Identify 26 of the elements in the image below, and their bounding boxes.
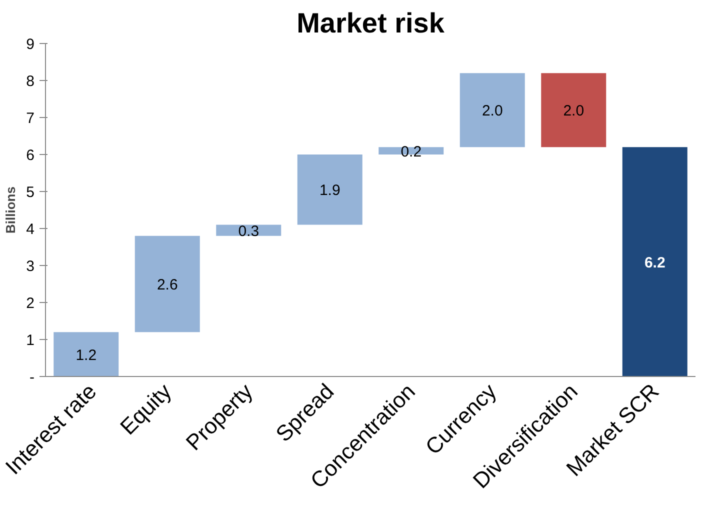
data-label: 6.2 — [644, 254, 666, 272]
y-tick-label: 2 — [26, 295, 34, 312]
y-tick-label: 6 — [26, 147, 34, 164]
y-tick-label: 5 — [26, 184, 34, 201]
y-tick-label: 9 — [26, 36, 34, 53]
data-label: 2.0 — [563, 102, 584, 120]
bar — [297, 154, 362, 225]
y-tick-label: 7 — [26, 110, 34, 127]
data-label: 2.0 — [482, 102, 503, 120]
y-tick-label: - — [30, 369, 35, 386]
data-label: 0.3 — [238, 222, 260, 240]
y-tick-label: 8 — [26, 73, 34, 90]
bar — [54, 332, 119, 376]
bar — [460, 73, 525, 148]
data-label: 0.2 — [400, 143, 422, 160]
data-label: 1.2 — [76, 346, 97, 364]
bar — [134, 236, 200, 332]
data-label: 1.9 — [319, 182, 340, 200]
bar — [622, 147, 688, 376]
bar — [541, 73, 606, 148]
y-tick-label: 3 — [26, 258, 34, 275]
y-tick-label: 4 — [26, 221, 34, 238]
data-label: 2.6 — [156, 276, 178, 294]
y-tick-label: 1 — [26, 332, 34, 349]
y-axis-title: Billions — [3, 186, 18, 234]
chart-title: Market risk — [296, 8, 445, 38]
